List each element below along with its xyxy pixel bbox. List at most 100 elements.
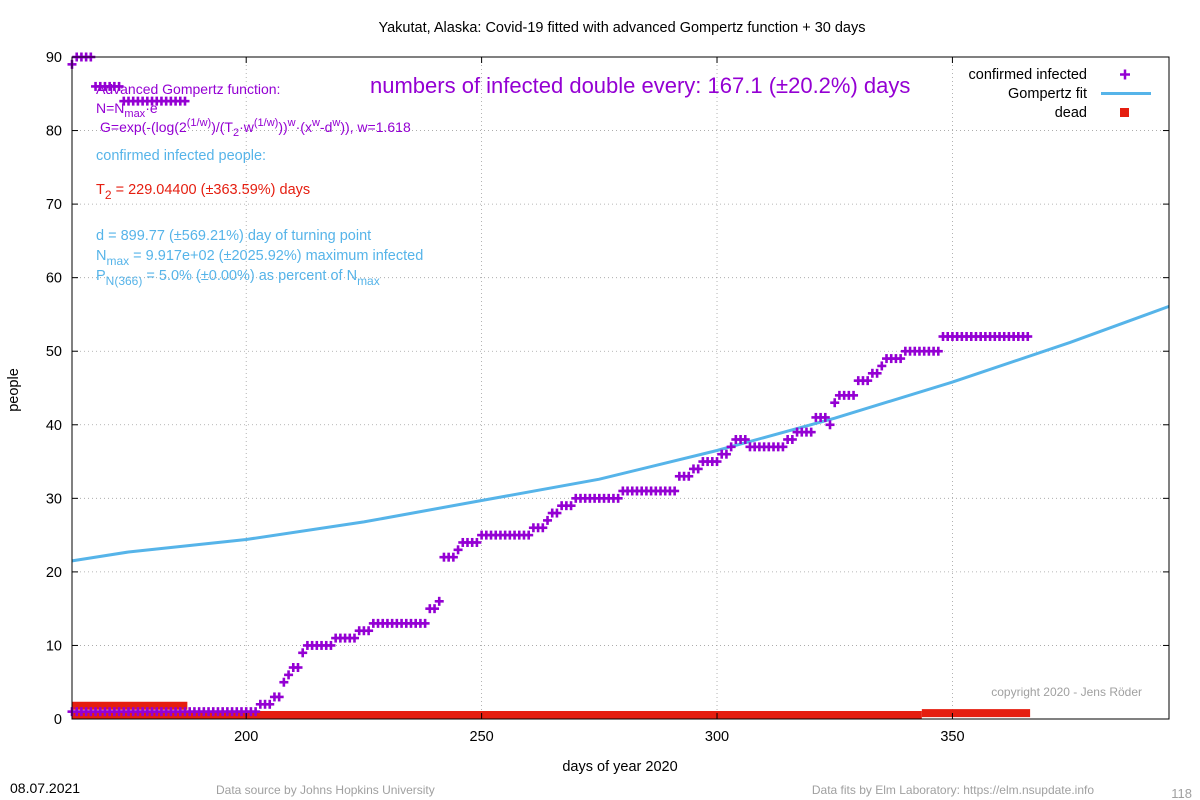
formula-g-e: ·(x (296, 119, 312, 135)
formula-g-sub1: 2 (233, 127, 239, 139)
y-axis-label: people (6, 368, 22, 412)
infected-point (684, 471, 694, 481)
formula-g: G=exp(-(log(2(1/w))/(T2·w(1/w)))w·(xw-dw… (100, 117, 411, 139)
y-tick-label: 0 (54, 712, 62, 728)
infected-point (430, 604, 440, 614)
axis-ticks: 200 250 300 350 0 10 20 30 40 50 60 70 80 90 (46, 50, 1169, 745)
infected-point (349, 633, 359, 643)
formula-g-b: )/(T (211, 119, 233, 135)
infected-point (825, 420, 835, 430)
y-tick-label: 20 (46, 565, 62, 581)
formula-n-main: N=N (96, 100, 124, 116)
formula-g-a: G=exp(-(log(2 (100, 119, 187, 135)
y-tick-label: 40 (46, 418, 62, 434)
infected-point (265, 699, 275, 709)
p-rest: = 5.0% (±0.00%) as percent of N (142, 268, 357, 284)
footer-source: Data source by Johns Hopkins University (216, 783, 435, 797)
infected-point (693, 464, 703, 474)
infected-point (114, 81, 124, 91)
infected-point (872, 368, 882, 378)
confirmed-header: confirmed infected people: (96, 148, 266, 164)
legend-label-dead: dead (1055, 105, 1087, 121)
infected-point (740, 434, 750, 444)
y-tick-label: 70 (46, 197, 62, 213)
legend-label-infected: confirmed infected (969, 67, 1087, 83)
formula-g-c: ·w (239, 119, 255, 135)
infected-point (670, 486, 680, 496)
formula-n-sub: max (124, 108, 145, 120)
x-tick-label: 300 (705, 729, 729, 745)
infected-point (453, 545, 463, 555)
t2-text: T2 = 229.04400 (±363.59%) days (96, 182, 310, 202)
formula-g-d: )) (278, 119, 287, 135)
footer-date: 08.07.2021 (10, 780, 80, 796)
infected-point (364, 626, 374, 636)
infected-point (820, 412, 830, 422)
infected-point (326, 640, 336, 650)
infected-point (279, 677, 289, 687)
infected-point (524, 530, 534, 540)
nmax-prefix: N (96, 248, 106, 264)
infected-point (863, 376, 873, 386)
p-prefix: P (96, 268, 106, 284)
nmax-sub: max (106, 254, 129, 268)
infected-point (806, 427, 816, 437)
formula-n-tail: ·e (145, 100, 158, 116)
y-tick-label: 30 (46, 491, 62, 507)
t2-sub: 2 (105, 188, 112, 202)
infected-point (293, 663, 303, 673)
infected-point (613, 493, 623, 503)
x-axis-label: days of year 2020 (562, 759, 677, 775)
formula-g-end: )), w=1.618 (340, 119, 411, 135)
infected-point (787, 434, 797, 444)
infected-point (566, 501, 576, 511)
infected-point (543, 515, 553, 525)
fit-series (71, 304, 1170, 563)
y-tick-label: 50 (46, 344, 62, 360)
legend-marker-infected (1120, 69, 1130, 80)
legend-marker-dead (1120, 108, 1129, 117)
dead-bar (72, 701, 188, 710)
fit-line (71, 304, 1170, 563)
chart-title: Yakutat, Alaska: Covid-19 fitted with ad… (379, 20, 866, 36)
formula-g-sup2: (1/w) (254, 117, 278, 129)
infected-point (274, 692, 284, 702)
infected-point (552, 508, 562, 518)
infected-series (67, 52, 1033, 717)
infected-point (284, 670, 294, 680)
dead-bar (921, 709, 1031, 718)
infected-point (778, 442, 788, 452)
y-tick-label: 10 (46, 638, 62, 654)
infected-point (712, 457, 722, 467)
infected-point (721, 449, 731, 459)
dead-series (72, 701, 1031, 719)
dead-bar (72, 711, 922, 719)
y-tick-label: 60 (46, 271, 62, 287)
t2-rest: = 229.04400 (±363.59%) days (112, 182, 311, 198)
infected-point (448, 552, 458, 562)
formula-title: Advanced Gompertz function: (96, 81, 280, 97)
infected-point (434, 596, 444, 606)
infected-point (726, 442, 736, 452)
infected-point (877, 361, 887, 371)
infected-point (251, 707, 261, 717)
formula-g-sup4: w (311, 117, 320, 129)
formula-g-sup3: w (287, 117, 296, 129)
formula-g-sup1: (1/w) (187, 117, 211, 129)
formula-g-f: -d (320, 119, 332, 135)
plot-frame (71, 56, 1170, 720)
t2-prefix: T (96, 182, 105, 198)
infected-point (472, 537, 482, 547)
infected-point (1023, 332, 1033, 342)
turning-point-text: d = 899.77 (±569.21%) day of turning poi… (96, 228, 371, 244)
p-sub2: max (357, 274, 380, 288)
doubling-text: numbers of infected double every: 167.1 … (370, 73, 910, 98)
infected-point (896, 354, 906, 364)
infected-point (849, 390, 859, 400)
infected-point (180, 96, 190, 106)
infected-point (538, 523, 548, 533)
infected-point (933, 346, 943, 356)
nmax-rest: = 9.917e+02 (±2025.92%) maximum infected (129, 248, 423, 264)
infected-point (830, 398, 840, 408)
